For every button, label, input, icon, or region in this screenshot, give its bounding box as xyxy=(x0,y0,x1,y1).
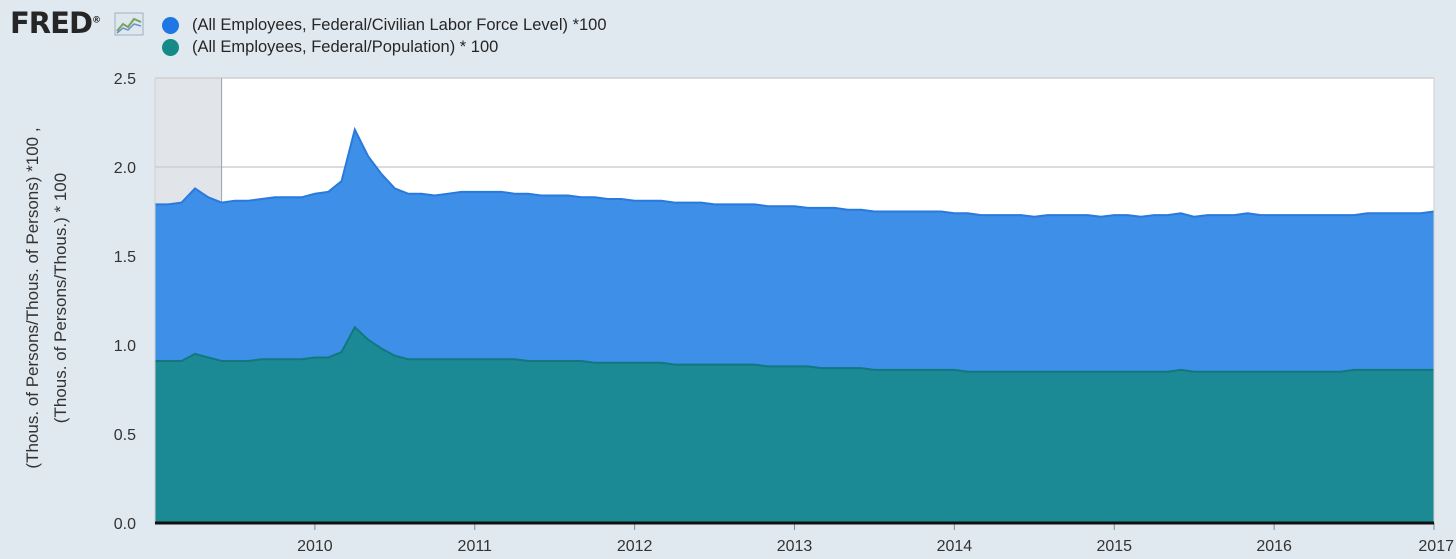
y-tick-label: 1.0 xyxy=(114,338,136,355)
x-tick-label: 2015 xyxy=(1096,538,1132,555)
y-tick-label: 0.0 xyxy=(114,516,136,533)
x-tick-label: 2012 xyxy=(617,538,653,555)
x-tick-label: 2014 xyxy=(937,538,973,555)
legend-label-population: (All Employees, Federal/Population) * 10… xyxy=(192,37,499,56)
y-axis-label-line-2: (Thous. of Persons/Thous.) * 100 xyxy=(51,173,70,423)
legend-item-population[interactable]: (All Employees, Federal/Population) * 10… xyxy=(162,36,607,58)
axes xyxy=(154,78,1435,525)
x-axis-ticks: 2010 2011 2012 2013 2014 2015 2016 2017 xyxy=(297,523,1454,555)
chart-header: FRED® (All Employees, Federal/Civilian L… xyxy=(0,0,1456,60)
series-area-1 xyxy=(155,327,1434,523)
y-axis-label-line-1: (Thous. of Persons/Thous. of Persons) *1… xyxy=(23,127,42,468)
y-tick-label: 2.0 xyxy=(114,160,136,177)
x-tick-label: 2016 xyxy=(1256,538,1292,555)
fred-logo-text: FRED xyxy=(10,6,93,40)
legend-item-labor-force[interactable]: (All Employees, Federal/Civilian Labor F… xyxy=(162,14,607,36)
series-areas xyxy=(155,126,1435,523)
registered-mark: ® xyxy=(92,15,101,26)
legend-dot-labor-force xyxy=(162,16,179,34)
line-chart-icon xyxy=(114,12,144,41)
y-tick-label: 1.5 xyxy=(114,249,136,266)
legend-dot-population xyxy=(162,38,179,56)
x-tick-label: 2011 xyxy=(458,538,493,555)
x-tick-label: 2010 xyxy=(297,538,333,555)
series-line-0 xyxy=(155,126,1435,218)
fred-logo[interactable]: FRED® xyxy=(10,6,101,40)
legend-label-labor-force: (All Employees, Federal/Civilian Labor F… xyxy=(192,15,607,34)
y-tick-label: 0.5 xyxy=(114,427,136,444)
x-tick-label: 2017 xyxy=(1418,538,1454,555)
chart-legend: (All Employees, Federal/Civilian Labor F… xyxy=(162,14,607,58)
series-line-1 xyxy=(155,325,1434,373)
y-tick-label: 2.5 xyxy=(114,71,136,88)
y-axis-ticks: 0.0 0.5 1.0 1.5 2.0 2.5 xyxy=(114,71,136,533)
x-tick-label: 2013 xyxy=(777,538,813,555)
